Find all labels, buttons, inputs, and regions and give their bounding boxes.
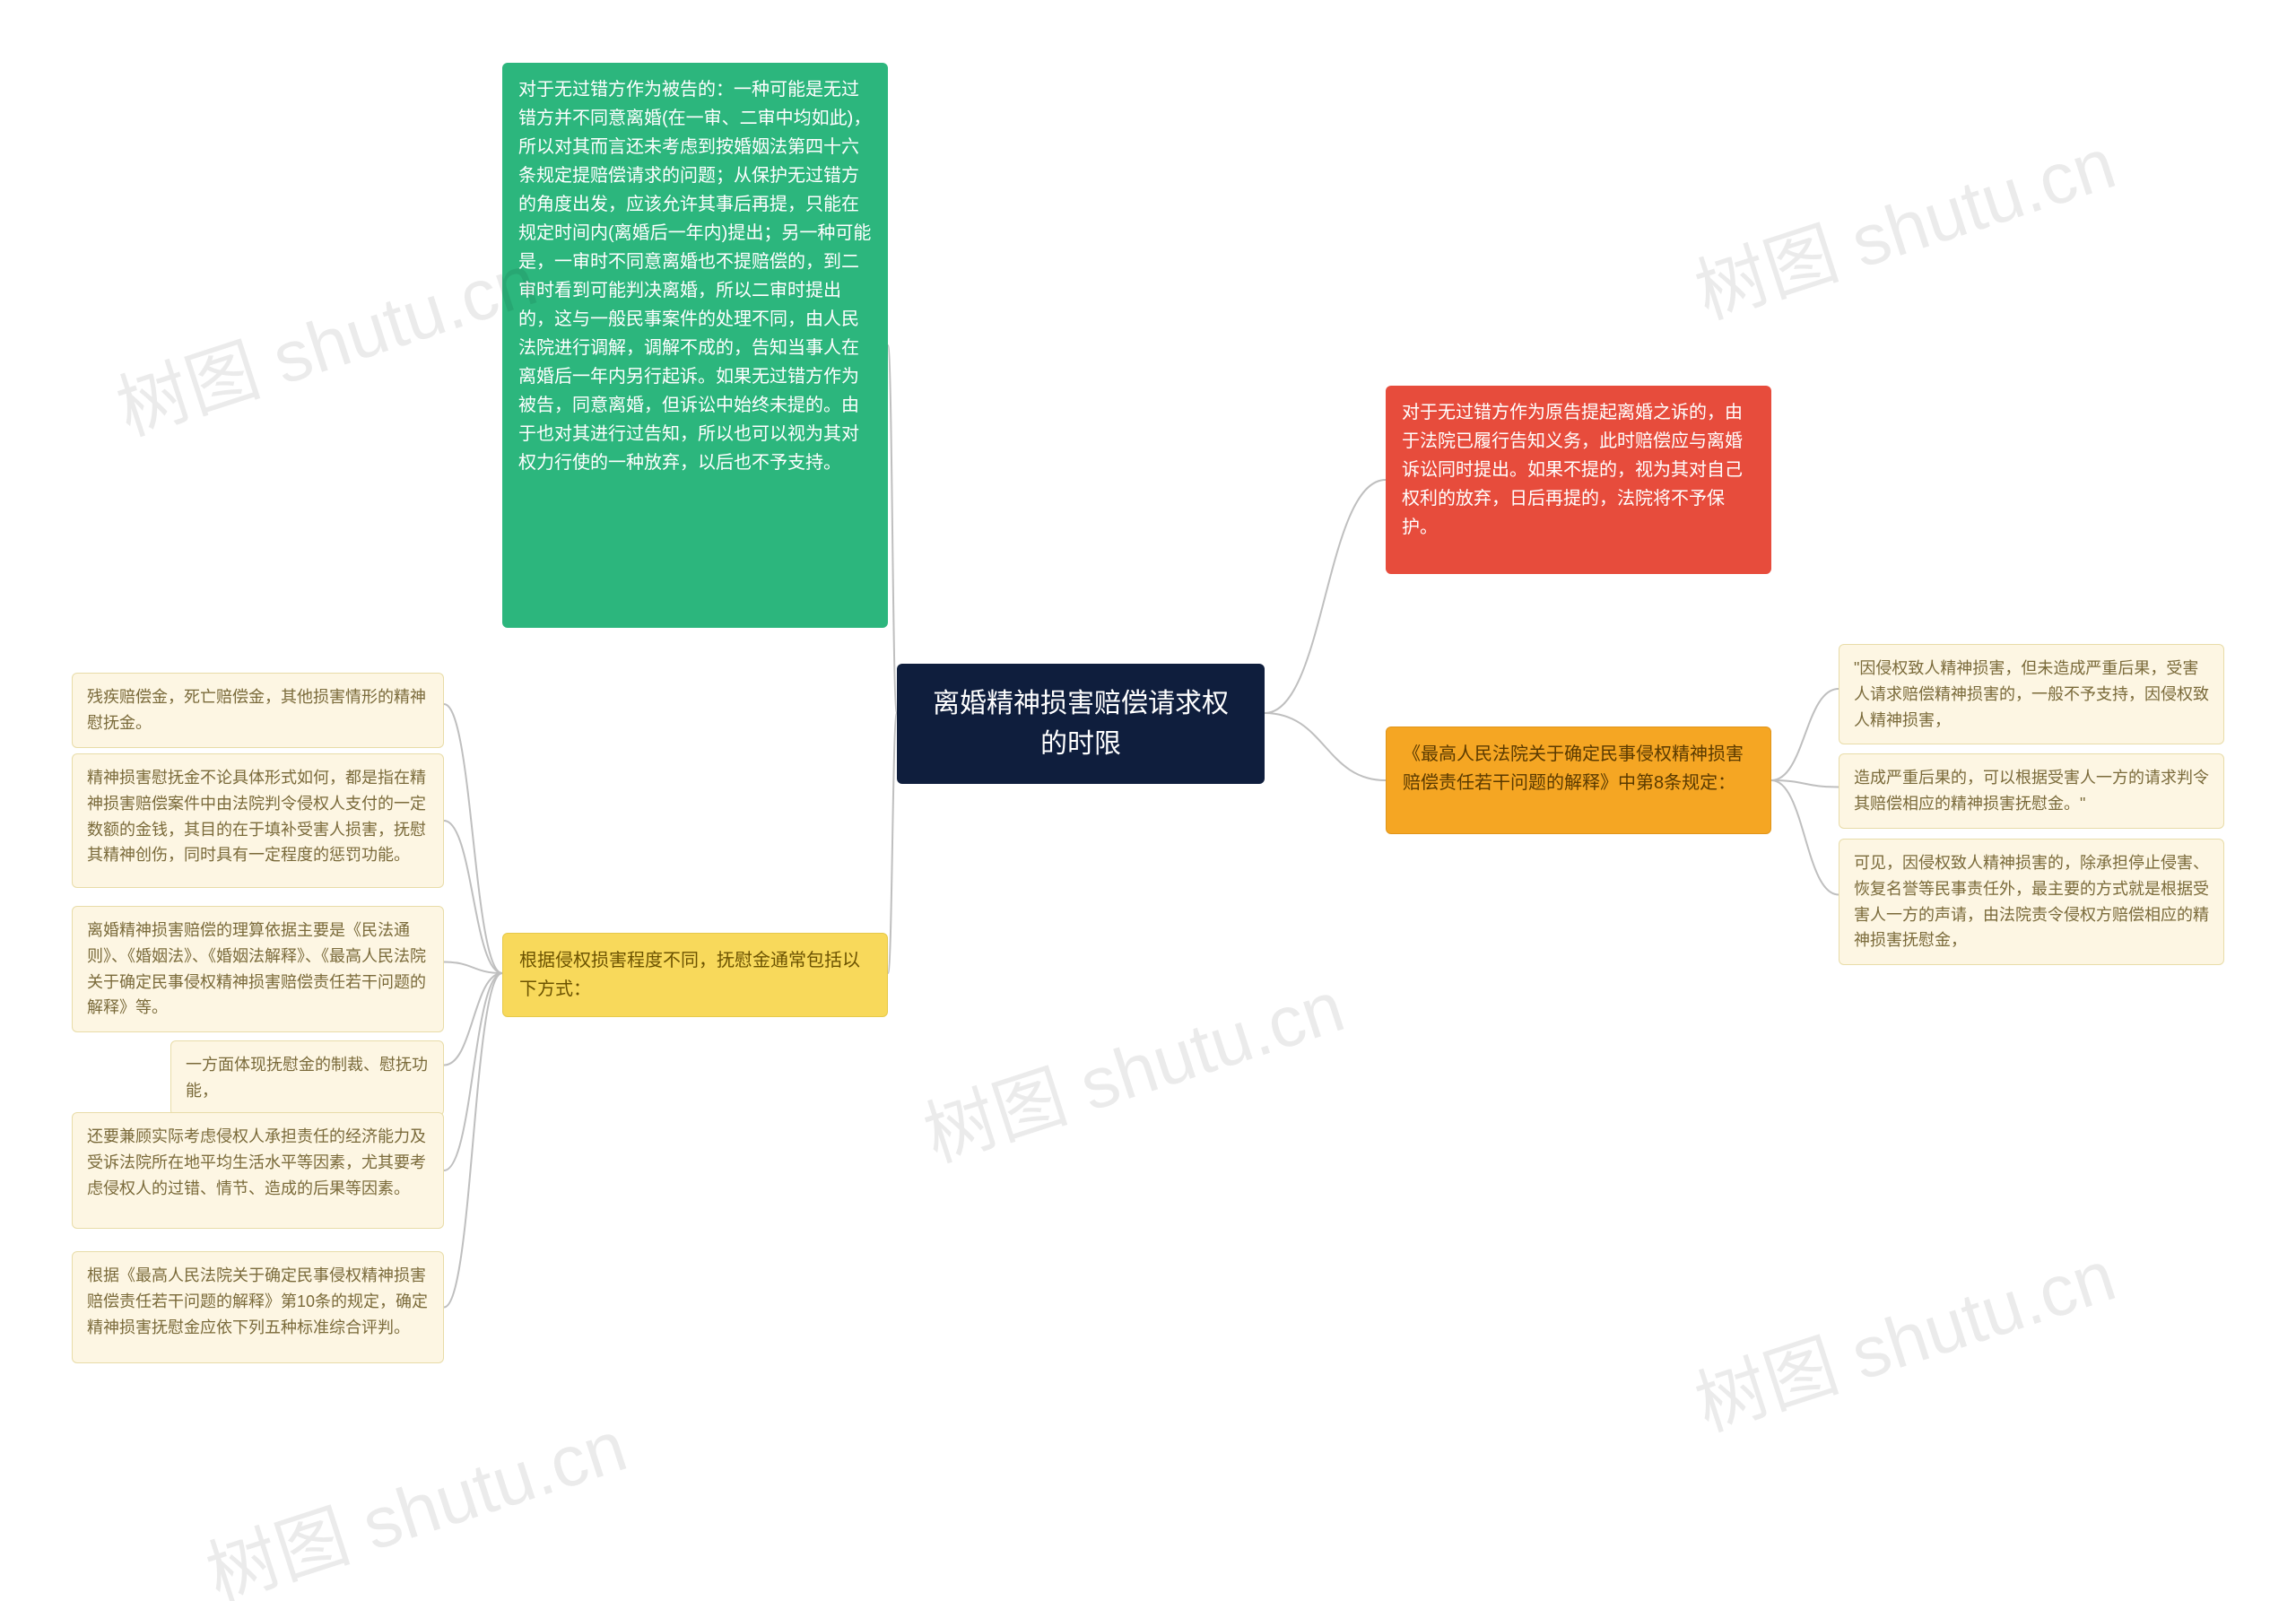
yellow-child-4: 还要兼顾实际考虑侵权人承担责任的经济能力及受诉法院所在地平均生活水平等因素，尤其…	[72, 1112, 444, 1229]
branch-yellow: 根据侵权损害程度不同，抚慰金通常包括以下方式：	[502, 933, 888, 1017]
watermark: 树图 shutu.cn	[102, 222, 548, 456]
orange-child-2-text: 可见，因侵权致人精神损害的，除承担停止侵害、恢复名誉等民事责任外，最主要的方式就…	[1854, 854, 2209, 949]
yellow-child-3: 一方面体现抚慰金的制裁、慰抚功能，	[170, 1040, 444, 1116]
yellow-child-4-text: 还要兼顾实际考虑侵权人承担责任的经济能力及受诉法院所在地平均生活水平等因素，尤其…	[87, 1127, 426, 1197]
yellow-child-2: 离婚精神损害赔偿的理算依据主要是《民法通则》、《婚姻法》、《婚姻法解释》、《最高…	[72, 906, 444, 1032]
yellow-child-5: 根据《最高人民法院关于确定民事侵权精神损害赔偿责任若干问题的解释》第10条的规定…	[72, 1251, 444, 1363]
red-text: 对于无过错方作为原告提起离婚之诉的，由于法院已履行告知义务，此时赔偿应与离婚诉讼…	[1402, 403, 1743, 537]
orange-child-0-text: "因侵权致人精神损害，但未造成严重后果，受害人请求赔偿精神损害的，一般不予支持，…	[1854, 659, 2209, 729]
branch-orange: 《最高人民法院关于确定民事侵权精神损害赔偿责任若干问题的解释》中第8条规定：	[1386, 727, 1771, 834]
yellow-child-1-text: 精神损害慰抚金不论具体形式如何，都是指在精神损害赔偿案件中由法院判令侵权人支付的…	[87, 769, 426, 864]
watermark: 树图 shutu.cn	[909, 949, 1355, 1182]
yellow-child-0: 残疾赔偿金，死亡赔偿金，其他损害情形的精神慰抚金。	[72, 673, 444, 748]
watermark: 树图 shutu.cn	[192, 1388, 638, 1601]
root-node: 离婚精神损害赔偿请求权的时限	[897, 664, 1265, 784]
branch-green: 对于无过错方作为被告的：一种可能是无过错方并不同意离婚(在一审、二审中均如此)，…	[502, 63, 888, 628]
orange-child-1-text: 造成严重后果的，可以根据受害人一方的请求判令其赔偿相应的精神损害抚慰金。"	[1854, 769, 2209, 813]
yellow-text: 根据侵权损害程度不同，抚慰金通常包括以下方式：	[519, 951, 860, 999]
branch-red: 对于无过错方作为原告提起离婚之诉的，由于法院已履行告知义务，此时赔偿应与离婚诉讼…	[1386, 386, 1771, 574]
root-title: 离婚精神损害赔偿请求权的时限	[933, 689, 1229, 759]
yellow-child-1: 精神损害慰抚金不论具体形式如何，都是指在精神损害赔偿案件中由法院判令侵权人支付的…	[72, 753, 444, 888]
yellow-child-0-text: 残疾赔偿金，死亡赔偿金，其他损害情形的精神慰抚金。	[87, 688, 426, 732]
orange-child-1: 造成严重后果的，可以根据受害人一方的请求判令其赔偿相应的精神损害抚慰金。"	[1839, 753, 2224, 829]
yellow-child-2-text: 离婚精神损害赔偿的理算依据主要是《民法通则》、《婚姻法》、《婚姻法解释》、《最高…	[87, 921, 426, 1016]
yellow-child-3-text: 一方面体现抚慰金的制裁、慰抚功能，	[186, 1056, 428, 1100]
orange-text: 《最高人民法院关于确定民事侵权精神损害赔偿责任若干问题的解释》中第8条规定：	[1403, 744, 1744, 793]
yellow-child-5-text: 根据《最高人民法院关于确定民事侵权精神损害赔偿责任若干问题的解释》第10条的规定…	[87, 1266, 428, 1336]
watermark: 树图 shutu.cn	[1681, 106, 2126, 339]
watermark: 树图 shutu.cn	[1681, 1218, 2126, 1451]
green-text: 对于无过错方作为被告的：一种可能是无过错方并不同意离婚(在一审、二审中均如此)，…	[518, 80, 871, 473]
orange-child-0: "因侵权致人精神损害，但未造成严重后果，受害人请求赔偿精神损害的，一般不予支持，…	[1839, 644, 2224, 744]
orange-child-2: 可见，因侵权致人精神损害的，除承担停止侵害、恢复名誉等民事责任外，最主要的方式就…	[1839, 839, 2224, 965]
